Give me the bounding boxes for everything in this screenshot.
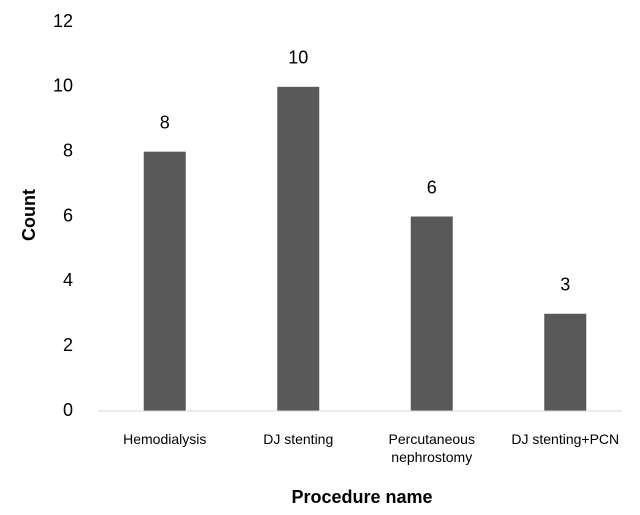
y-tick-label: 2 [63, 335, 73, 355]
bar [410, 216, 453, 411]
bar [277, 86, 320, 411]
x-tick-label: Percutaneous nephrostomy [388, 431, 475, 465]
y-axis-title: Count [19, 189, 39, 241]
data-label: 6 [427, 177, 437, 197]
y-tick-label: 0 [63, 400, 73, 420]
y-tick-label: 12 [53, 11, 73, 31]
data-label: 8 [160, 112, 170, 132]
y-tick-label: 4 [63, 270, 73, 290]
data-label: 10 [288, 48, 308, 68]
y-tick-label: 10 [53, 76, 73, 96]
bar [544, 313, 587, 411]
x-tick-label: Hemodialysis [123, 431, 207, 447]
data-label: 3 [560, 275, 570, 295]
x-axis-title: Procedure name [291, 487, 432, 507]
y-tick-label: 6 [63, 205, 73, 225]
x-tick-label: DJ stenting+PCN [511, 431, 620, 447]
y-tick-label: 8 [63, 140, 73, 160]
bar [143, 151, 186, 411]
x-tick-label: DJ stenting [263, 431, 334, 447]
